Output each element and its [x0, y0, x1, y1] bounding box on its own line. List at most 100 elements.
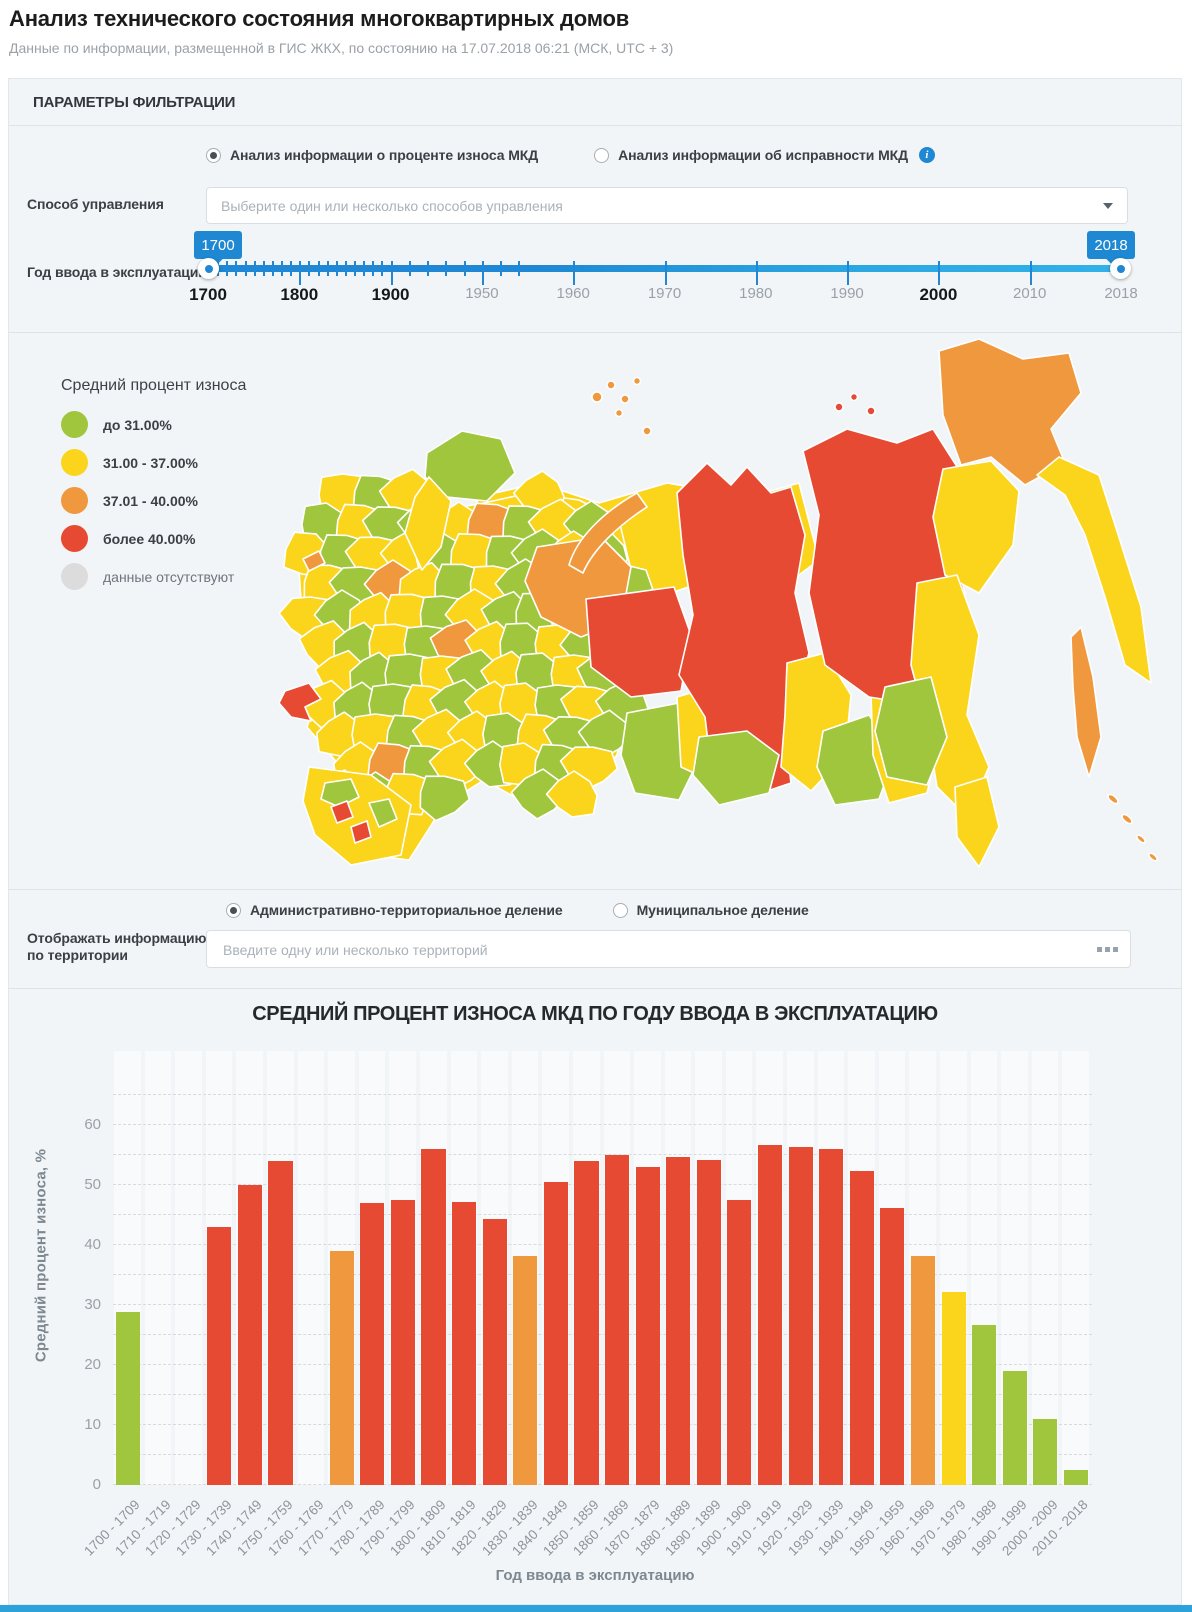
map-region[interactable]: [279, 682, 322, 722]
map-island[interactable]: [642, 426, 652, 436]
bar[interactable]: [543, 1182, 568, 1485]
map-region[interactable]: [350, 820, 372, 844]
bar[interactable]: [635, 1167, 660, 1485]
bar[interactable]: [421, 1149, 446, 1485]
slider-tick: [755, 261, 758, 285]
map-region[interactable]: [1036, 456, 1152, 684]
map-island[interactable]: [1120, 813, 1133, 825]
bar[interactable]: [941, 1291, 966, 1485]
radio-button[interactable]: [594, 147, 610, 163]
territory-radio-group: Административно-территориальное деление М…: [226, 902, 809, 918]
slider-axis-label: 1900: [371, 285, 410, 304]
legend-label: более 40.00%: [103, 530, 196, 547]
info-icon[interactable]: i: [918, 147, 935, 163]
map-island[interactable]: [866, 406, 876, 416]
slider-tick: [938, 261, 941, 285]
map-island[interactable]: [591, 391, 603, 403]
map-region[interactable]: [419, 775, 471, 822]
bar[interactable]: [482, 1219, 507, 1485]
map-region[interactable]: [874, 676, 948, 786]
radio-option[interactable]: Административно-территориальное деление: [226, 902, 563, 918]
legend-color-dot: [61, 563, 88, 590]
slider-handle-max[interactable]: [1110, 258, 1131, 279]
map-island[interactable]: [632, 376, 642, 386]
bar[interactable]: [452, 1201, 477, 1485]
bar[interactable]: [666, 1157, 691, 1485]
legend-color-dot: [61, 525, 88, 552]
gridline: [113, 1214, 1092, 1215]
bar[interactable]: [1033, 1419, 1058, 1485]
map-island[interactable]: [849, 392, 859, 402]
bar[interactable]: [910, 1255, 936, 1485]
ellipsis-menu-icon[interactable]: [1097, 947, 1118, 952]
map-region[interactable]: [302, 550, 326, 572]
chart-column-stripe: [175, 1051, 202, 1485]
radio-button[interactable]: [612, 902, 628, 918]
management-select[interactable]: Выберите один или несколько способов упр…: [206, 187, 1128, 224]
slider-axis-label: 1800: [280, 285, 319, 304]
map-island[interactable]: [606, 380, 616, 390]
bar[interactable]: [360, 1203, 385, 1485]
map-region[interactable]: [1070, 626, 1102, 778]
radio-button[interactable]: [226, 902, 241, 918]
map-island[interactable]: [834, 402, 844, 412]
bar[interactable]: [696, 1159, 721, 1485]
bar[interactable]: [972, 1325, 997, 1485]
map-region[interactable]: [585, 586, 692, 698]
map-region[interactable]: [932, 460, 1020, 594]
chevron-down-icon[interactable]: [1103, 202, 1113, 209]
map-island[interactable]: [620, 394, 630, 404]
bar[interactable]: [237, 1185, 262, 1485]
map-region[interactable]: [404, 476, 452, 571]
bar[interactable]: [390, 1200, 415, 1485]
radio-button[interactable]: [206, 147, 221, 163]
gridline: [113, 1094, 1092, 1095]
map-region[interactable]: [692, 730, 780, 806]
bar[interactable]: [849, 1171, 874, 1485]
bar[interactable]: [757, 1145, 783, 1485]
map-region[interactable]: [545, 770, 598, 818]
bar[interactable]: [329, 1251, 354, 1485]
map-region[interactable]: [577, 709, 632, 759]
bar[interactable]: [727, 1200, 752, 1485]
bar[interactable]: [819, 1149, 844, 1485]
territory-input[interactable]: [221, 931, 1085, 969]
map-island[interactable]: [1136, 834, 1147, 844]
bar[interactable]: [1002, 1371, 1027, 1485]
territory-input-wrap: [206, 930, 1131, 969]
map-region[interactable]: [368, 798, 398, 828]
slider-tick: [290, 261, 293, 276]
bar[interactable]: [574, 1161, 599, 1485]
map-island[interactable]: [614, 408, 624, 418]
legend-item: 31.00 - 37.00%: [61, 449, 246, 476]
radio-option[interactable]: Муниципальное деление: [612, 902, 809, 918]
bar[interactable]: [880, 1207, 905, 1485]
y-tick-label: 0: [92, 1476, 101, 1493]
bar[interactable]: [1063, 1470, 1088, 1485]
bar[interactable]: [513, 1255, 538, 1485]
map-island[interactable]: [1148, 852, 1159, 862]
bar[interactable]: [605, 1155, 630, 1485]
year-range-slider[interactable]: 1700 2018 1700 1800 1900 1950 1960 1970 1980 19…: [189, 229, 1138, 399]
map-region[interactable]: [320, 778, 360, 808]
bar[interactable]: [268, 1161, 293, 1485]
map-island[interactable]: [1106, 793, 1119, 805]
divider: [9, 332, 1181, 333]
radio-option[interactable]: Анализ информации о проценте износа МКД: [206, 147, 538, 163]
slider-handle-min[interactable]: [198, 258, 219, 279]
radio-option[interactable]: Анализ информации об исправности МКД i: [594, 147, 935, 163]
map-region[interactable]: [568, 492, 648, 574]
slider-tick: [235, 261, 238, 276]
map-region[interactable]: [938, 338, 1082, 486]
map-legend: Средний процент износа до 31.00% 31.00 - …: [61, 377, 246, 601]
bar[interactable]: [115, 1312, 140, 1485]
slider-tick: [244, 261, 247, 276]
gridline: [113, 1244, 1092, 1245]
map-region[interactable]: [510, 768, 568, 820]
map-region[interactable]: [330, 800, 354, 824]
map-region[interactable]: [954, 776, 1000, 868]
map-section: Средний процент износа до 31.00% 31.00 - …: [9, 333, 1181, 889]
bar[interactable]: [207, 1227, 232, 1485]
bar[interactable]: [788, 1147, 813, 1485]
territory-label: Отображать информацию по территории: [27, 930, 207, 963]
